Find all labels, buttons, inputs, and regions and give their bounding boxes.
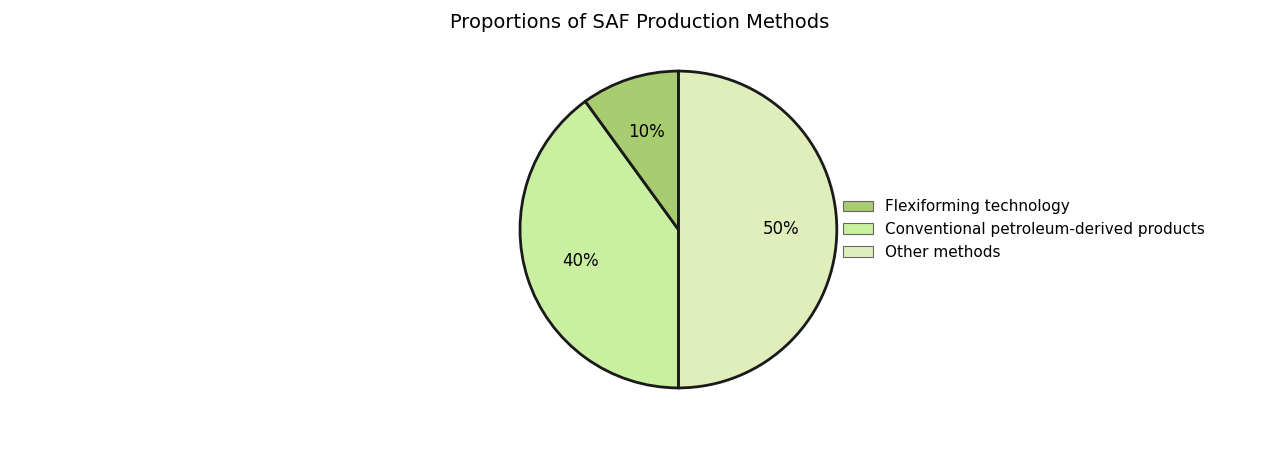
Text: 50%: 50% [763,220,800,238]
Wedge shape [678,71,837,388]
Wedge shape [585,71,678,229]
Text: 40%: 40% [562,252,599,270]
Text: Proportions of SAF Production Methods: Proportions of SAF Production Methods [451,14,829,32]
Legend: Flexiforming technology, Conventional petroleum-derived products, Other methods: Flexiforming technology, Conventional pe… [837,193,1211,266]
Wedge shape [520,101,678,388]
Text: 10%: 10% [628,122,664,140]
